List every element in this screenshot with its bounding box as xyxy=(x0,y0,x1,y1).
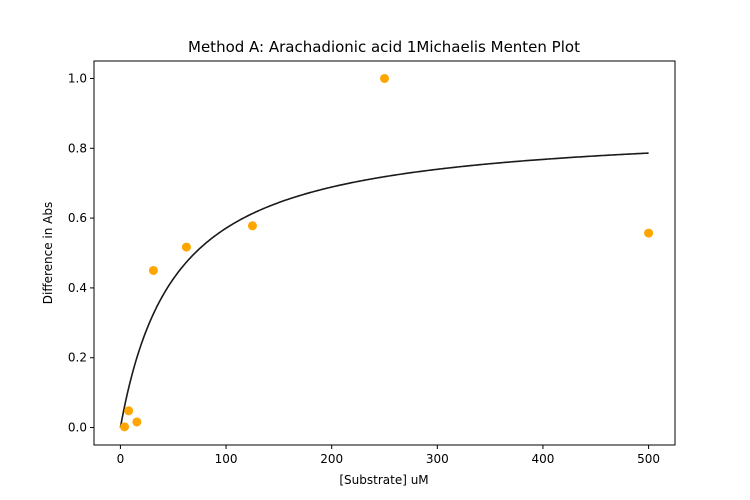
y-tick-label: 0.4 xyxy=(68,281,87,295)
x-tick-label: 100 xyxy=(215,452,238,466)
axes-frame xyxy=(93,60,676,446)
plot-area xyxy=(119,73,654,432)
y-axis-label: Difference in Abs xyxy=(41,202,55,305)
y-tick-label: 0.2 xyxy=(68,351,87,365)
data-point xyxy=(181,242,191,252)
y-tick-label: 0.6 xyxy=(68,211,87,225)
data-point xyxy=(120,422,130,432)
x-axis: 0 100 200 300 400 500 xyxy=(117,445,660,466)
x-tick-label: 0 xyxy=(117,452,125,466)
data-point xyxy=(380,73,389,83)
data-point xyxy=(247,221,257,231)
x-tick-label: 500 xyxy=(637,452,660,466)
fit-curve-line xyxy=(119,152,649,428)
x-tick-label: 200 xyxy=(320,452,343,466)
data-point xyxy=(644,228,654,238)
data-point xyxy=(148,265,158,275)
x-axis-label: [Substrate] uM xyxy=(339,473,428,487)
x-tick-label: 400 xyxy=(532,452,555,466)
y-axis: 0.0 0.2 0.4 0.6 0.8 1.0 xyxy=(68,71,94,435)
chart-title: Method A: Arachadionic acid 1Michaelis M… xyxy=(188,38,580,56)
data-point xyxy=(124,406,134,416)
y-tick-label: 0.0 xyxy=(68,421,87,435)
y-tick-label: 0.8 xyxy=(68,141,87,155)
data-point xyxy=(132,417,142,427)
y-tick-label: 1.0 xyxy=(68,71,87,85)
x-tick-label: 300 xyxy=(426,452,449,466)
